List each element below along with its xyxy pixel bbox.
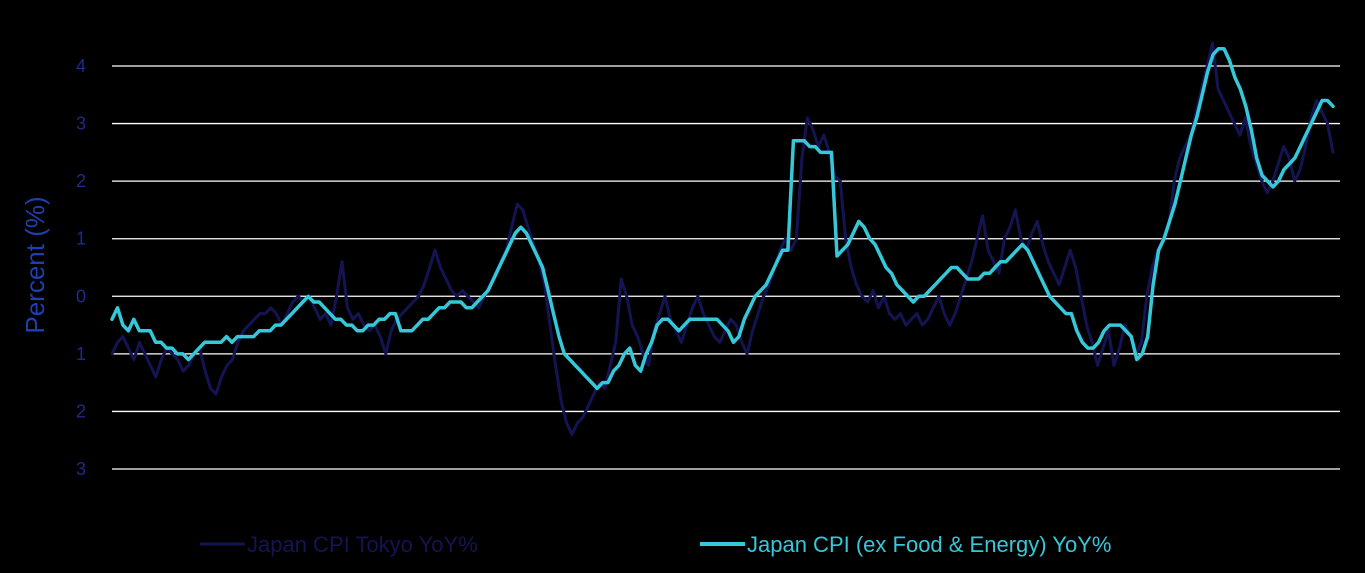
y-tick-label: 1 bbox=[76, 229, 86, 249]
y-tick-label: 3 bbox=[76, 459, 86, 479]
legend-label-1: Japan CPI Tokyo YoY% bbox=[247, 532, 478, 557]
y-tick-label: 4 bbox=[76, 56, 86, 76]
series-line-2 bbox=[110, 46, 1335, 391]
y-tick-label: 0 bbox=[76, 286, 86, 306]
y-tick-label: 2 bbox=[76, 171, 86, 191]
y-axis-label: Percent (%) bbox=[20, 196, 50, 333]
series-lines bbox=[110, 41, 1335, 436]
y-tick-labels: 3 2 1 0 1 2 3 4 bbox=[76, 56, 86, 479]
y-tick-label: 3 bbox=[76, 114, 86, 134]
gridlines bbox=[112, 65, 1340, 470]
y-tick-label: 1 bbox=[76, 344, 86, 364]
legend: Japan CPI Tokyo YoY% Japan CPI (ex Food &… bbox=[200, 532, 1111, 557]
y-tick-label: 2 bbox=[76, 401, 86, 421]
legend-label-2: Japan CPI (ex Food & Energy) YoY% bbox=[747, 532, 1111, 557]
